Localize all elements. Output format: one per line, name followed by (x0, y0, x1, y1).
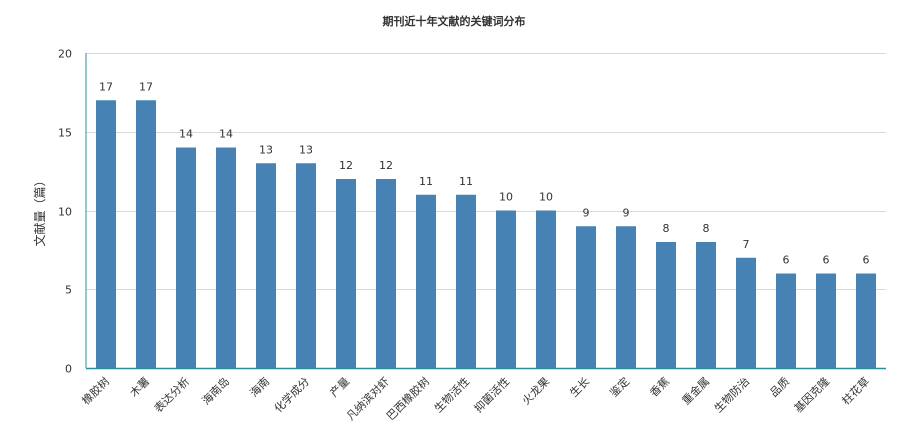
data-label: 6 (783, 254, 790, 267)
chart-title: 期刊近十年文献的关键词分布 (382, 15, 526, 28)
x-tick-label: 产量 (327, 374, 352, 399)
x-tick-label: 海南岛 (199, 374, 232, 407)
gridlines (86, 53, 886, 290)
bar (416, 194, 436, 368)
x-tick-label: 生长 (567, 374, 592, 399)
data-label: 8 (663, 222, 670, 235)
bar (456, 194, 476, 368)
x-tick-label: 木薯 (127, 375, 152, 400)
data-label: 9 (583, 206, 590, 219)
bar (616, 226, 636, 368)
bar (136, 100, 156, 368)
data-label: 17 (99, 80, 113, 93)
y-axis-ticks: 0 5 10 15 20 (58, 48, 72, 376)
data-label: 14 (219, 128, 233, 141)
data-label: 10 (539, 191, 553, 204)
x-tick-label: 火龙果 (520, 375, 553, 408)
data-label: 7 (743, 238, 750, 251)
y-tick-label: 20 (58, 48, 72, 61)
x-tick-label: 表达分析 (151, 374, 192, 415)
bar (736, 257, 756, 368)
x-tick-label: 化学成分 (271, 374, 312, 415)
bar (216, 147, 236, 368)
y-axis-title: 文献量（篇） (32, 174, 47, 246)
x-tick-label: 生物防治 (711, 374, 752, 415)
bar (336, 179, 356, 368)
x-tick-label: 鉴定 (607, 374, 632, 399)
data-label: 17 (139, 80, 153, 93)
data-label: 13 (299, 143, 313, 156)
bar (256, 163, 276, 368)
data-label: 12 (379, 159, 393, 172)
bar (656, 242, 676, 368)
x-tick-label: 柱花草 (839, 374, 872, 407)
data-label: 14 (179, 128, 193, 141)
x-tick-label: 品质 (767, 375, 792, 400)
bar (176, 147, 196, 368)
x-tick-label: 抑菌活性 (471, 374, 512, 415)
data-labels: 17 17 14 14 13 13 12 12 11 11 10 10 9 9 8 8 7 6 6 6 (99, 80, 870, 266)
y-tick-label: 0 (65, 363, 72, 376)
bar (296, 163, 316, 368)
bar (376, 179, 396, 368)
data-label: 6 (863, 254, 870, 267)
bar (496, 210, 516, 368)
bar (816, 273, 836, 368)
x-tick-label: 基因克隆 (791, 374, 832, 415)
y-tick-label: 10 (58, 206, 72, 219)
data-label: 11 (459, 175, 473, 188)
data-label: 6 (823, 254, 830, 267)
bar (96, 100, 116, 368)
bar (776, 273, 796, 368)
y-tick-label: 5 (65, 284, 72, 297)
x-tick-label: 海南 (247, 374, 272, 399)
data-label: 8 (703, 222, 710, 235)
bar (696, 242, 716, 368)
bars (96, 100, 876, 368)
data-label: 12 (339, 159, 353, 172)
bar (536, 210, 556, 368)
y-tick-label: 15 (58, 127, 72, 140)
data-label: 10 (499, 191, 513, 204)
x-tick-label: 生物活性 (431, 374, 472, 415)
x-tick-label: 巴西橡胶树 (383, 374, 432, 423)
bar (576, 226, 596, 368)
x-tick-label: 橡胶树 (79, 374, 112, 407)
x-tick-label: 香蕉 (647, 375, 672, 400)
x-tick-label: 重金属 (679, 374, 712, 407)
bar (856, 273, 876, 368)
data-label: 9 (623, 206, 630, 219)
data-label: 11 (419, 175, 433, 188)
data-label: 13 (259, 143, 273, 156)
